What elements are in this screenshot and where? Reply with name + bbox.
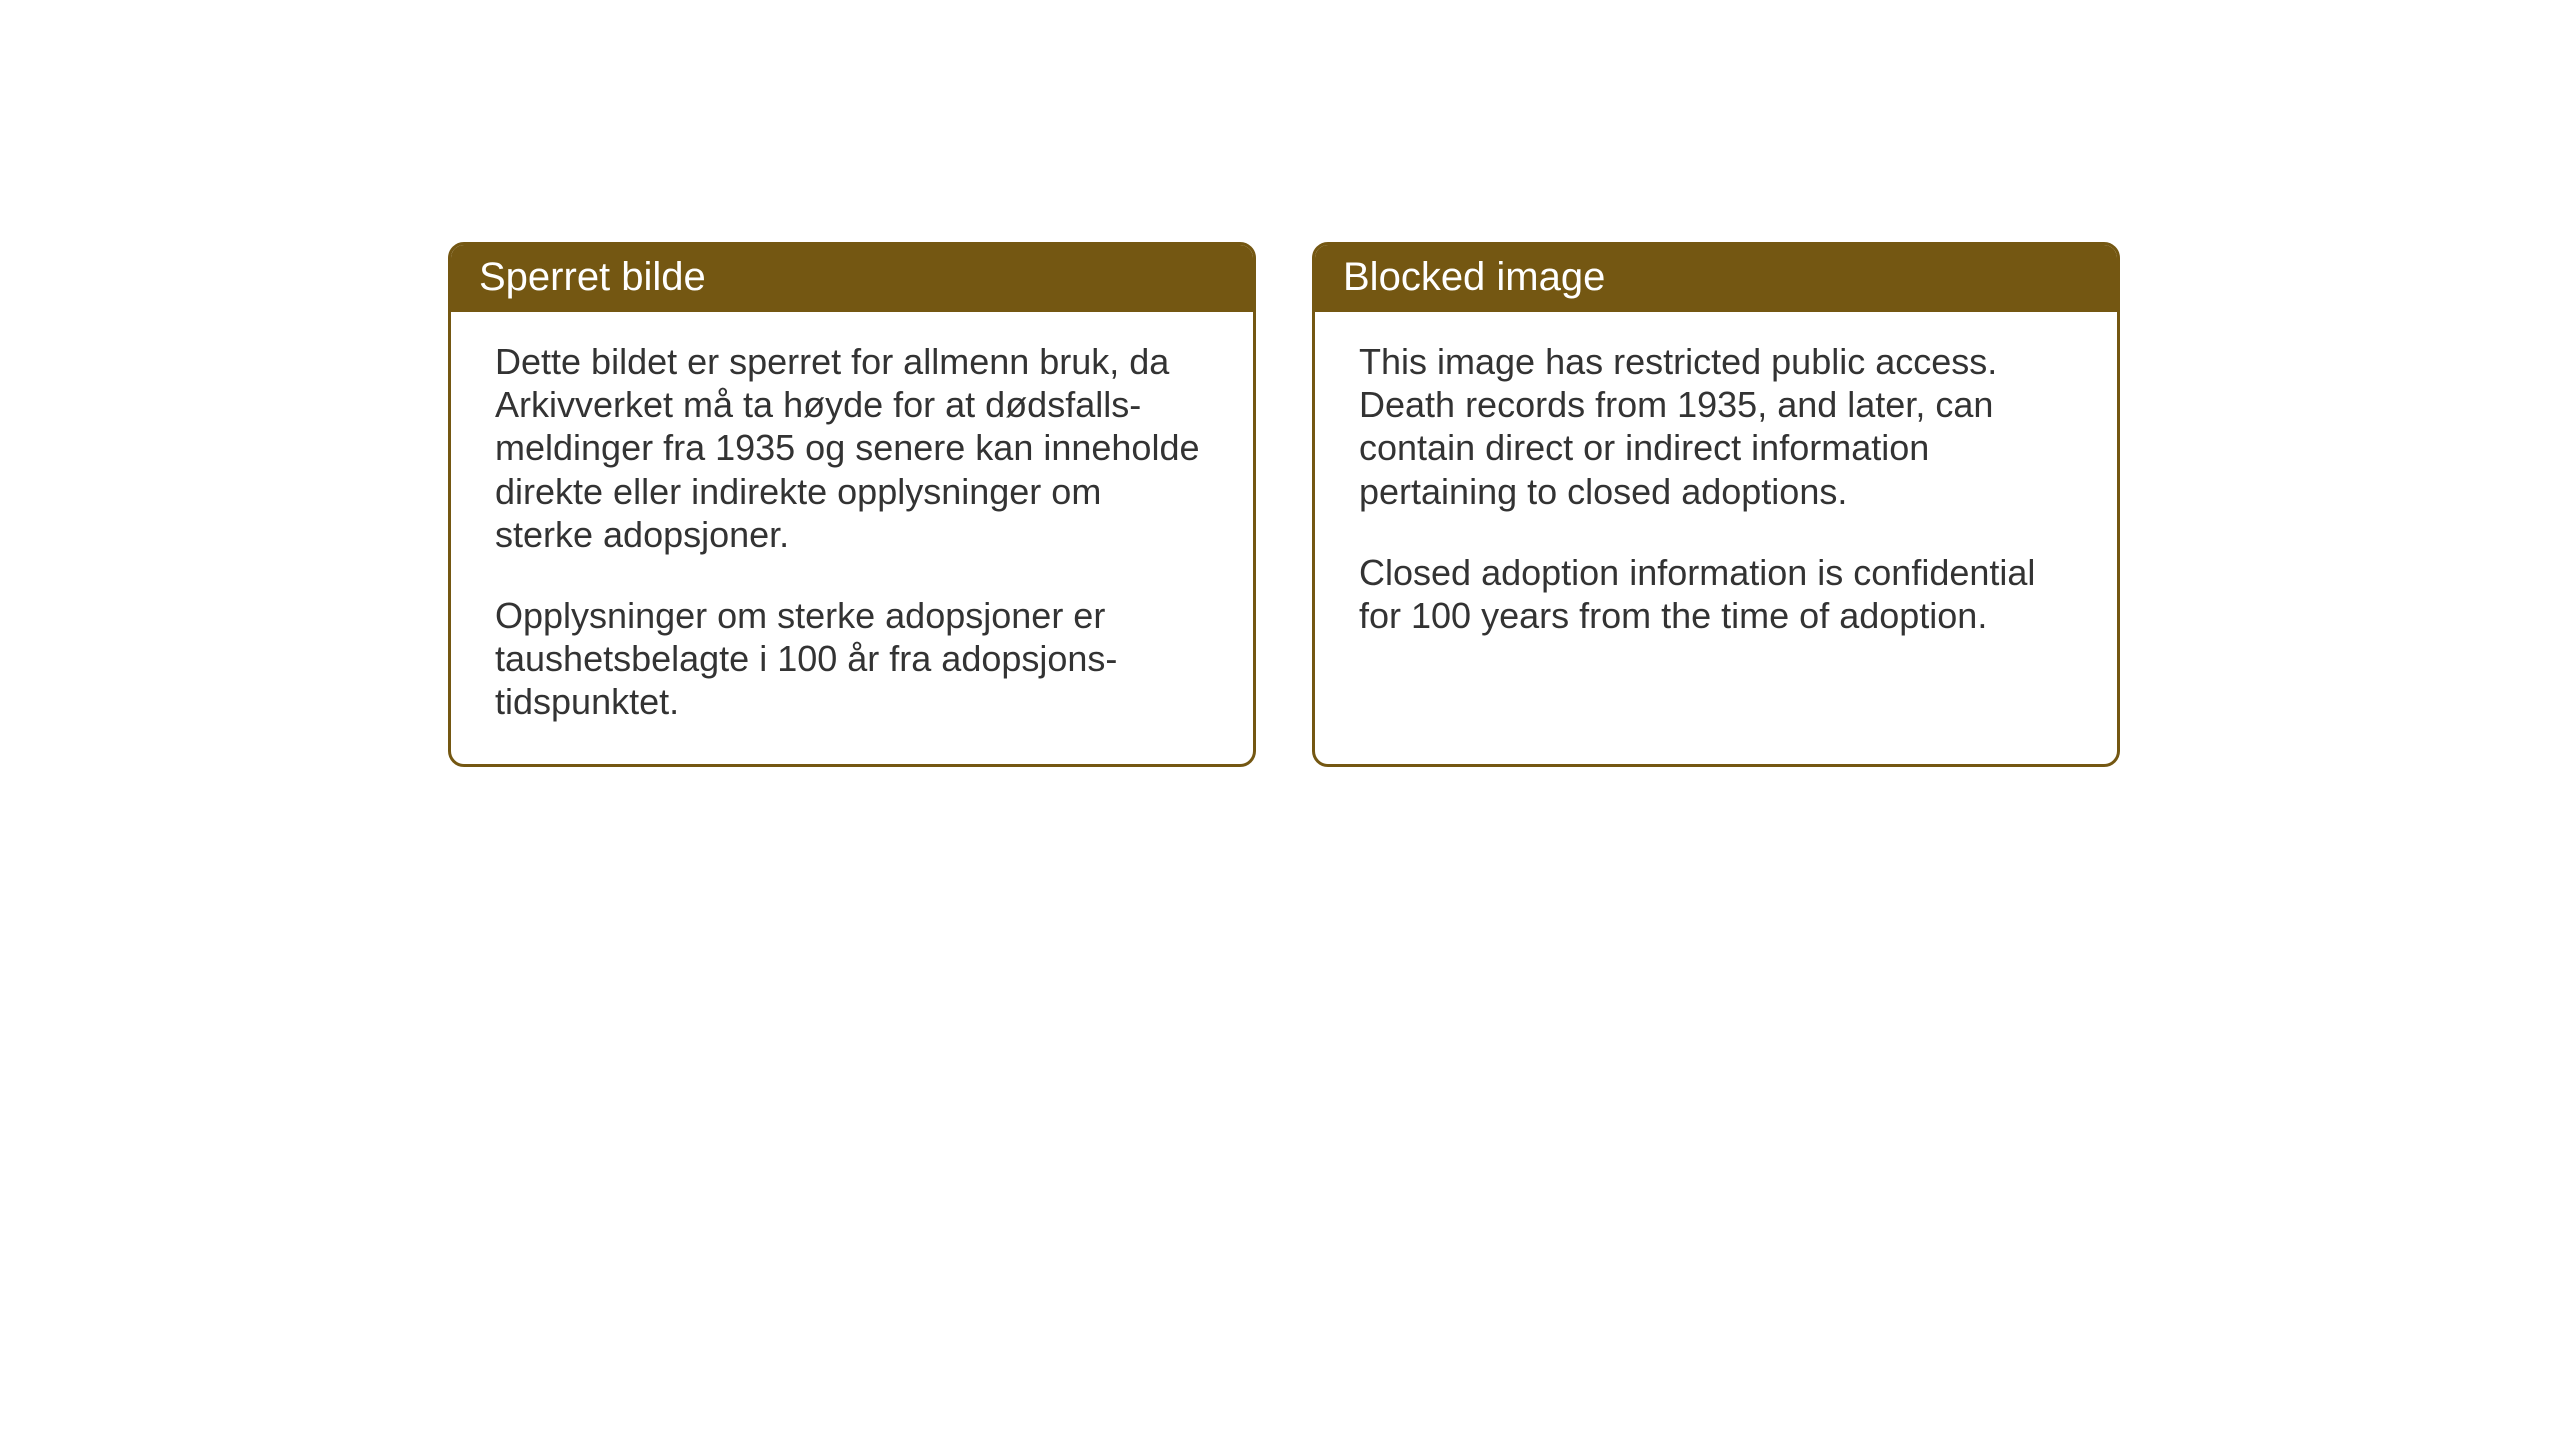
norwegian-card-body: Dette bildet er sperret for allmenn bruk… — [451, 312, 1253, 764]
norwegian-paragraph-1: Dette bildet er sperret for allmenn bruk… — [495, 340, 1209, 556]
english-paragraph-2: Closed adoption information is confident… — [1359, 551, 2073, 637]
norwegian-card-header: Sperret bilde — [451, 245, 1253, 312]
english-card-body: This image has restricted public access.… — [1315, 312, 2117, 732]
norwegian-notice-card: Sperret bilde Dette bildet er sperret fo… — [448, 242, 1256, 767]
norwegian-card-title: Sperret bilde — [479, 255, 706, 299]
notice-cards-container: Sperret bilde Dette bildet er sperret fo… — [448, 242, 2120, 767]
norwegian-paragraph-2: Opplysninger om sterke adopsjoner er tau… — [495, 594, 1209, 724]
english-paragraph-1: This image has restricted public access.… — [1359, 340, 2073, 513]
english-card-title: Blocked image — [1343, 255, 1605, 299]
english-notice-card: Blocked image This image has restricted … — [1312, 242, 2120, 767]
english-card-header: Blocked image — [1315, 245, 2117, 312]
